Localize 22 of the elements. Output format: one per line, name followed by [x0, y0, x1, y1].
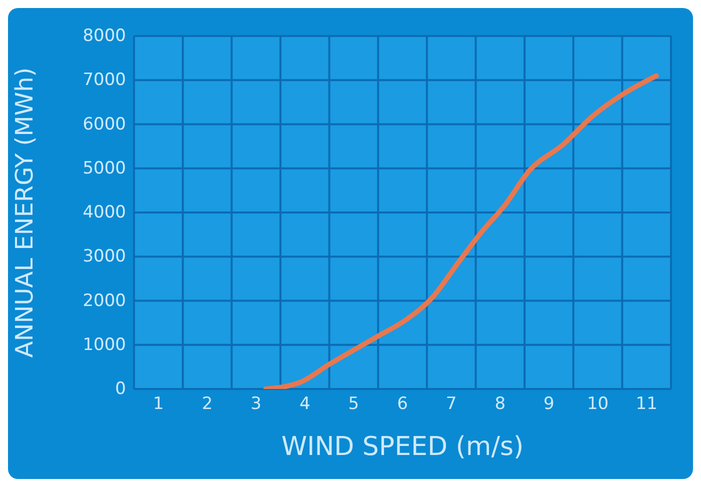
- y-tick-label: 6000: [82, 114, 126, 134]
- y-tick-label: 4000: [82, 202, 126, 222]
- x-tick-label: 10: [586, 394, 609, 414]
- y-tick-label: 1000: [82, 334, 126, 355]
- x-tick-label: 9: [544, 394, 554, 414]
- x-axis-title: WIND SPEED (m/s): [281, 432, 524, 462]
- y-tick-label: 7000: [82, 70, 126, 90]
- y-tick-label: 2000: [82, 290, 126, 311]
- x-tick-label: 1: [152, 394, 164, 414]
- x-tick-label: 4: [299, 394, 310, 414]
- y-tick-label: 3000: [82, 246, 126, 267]
- y-tick-label: 0: [115, 379, 126, 399]
- x-tick-label: 7: [446, 394, 457, 414]
- x-tick-label: 8: [494, 394, 506, 414]
- y-tick-label: 5000: [82, 158, 126, 178]
- x-tick-label: 3: [250, 394, 262, 414]
- x-tick-label: 6: [397, 394, 408, 414]
- x-tick-label: 2: [202, 394, 213, 414]
- y-axis-title: ANNUAL ENERGY (MWh): [10, 67, 39, 358]
- y-tick-label: 8000: [82, 26, 126, 46]
- x-tick-label: 11: [636, 394, 658, 414]
- x-tick-label: 5: [348, 394, 360, 414]
